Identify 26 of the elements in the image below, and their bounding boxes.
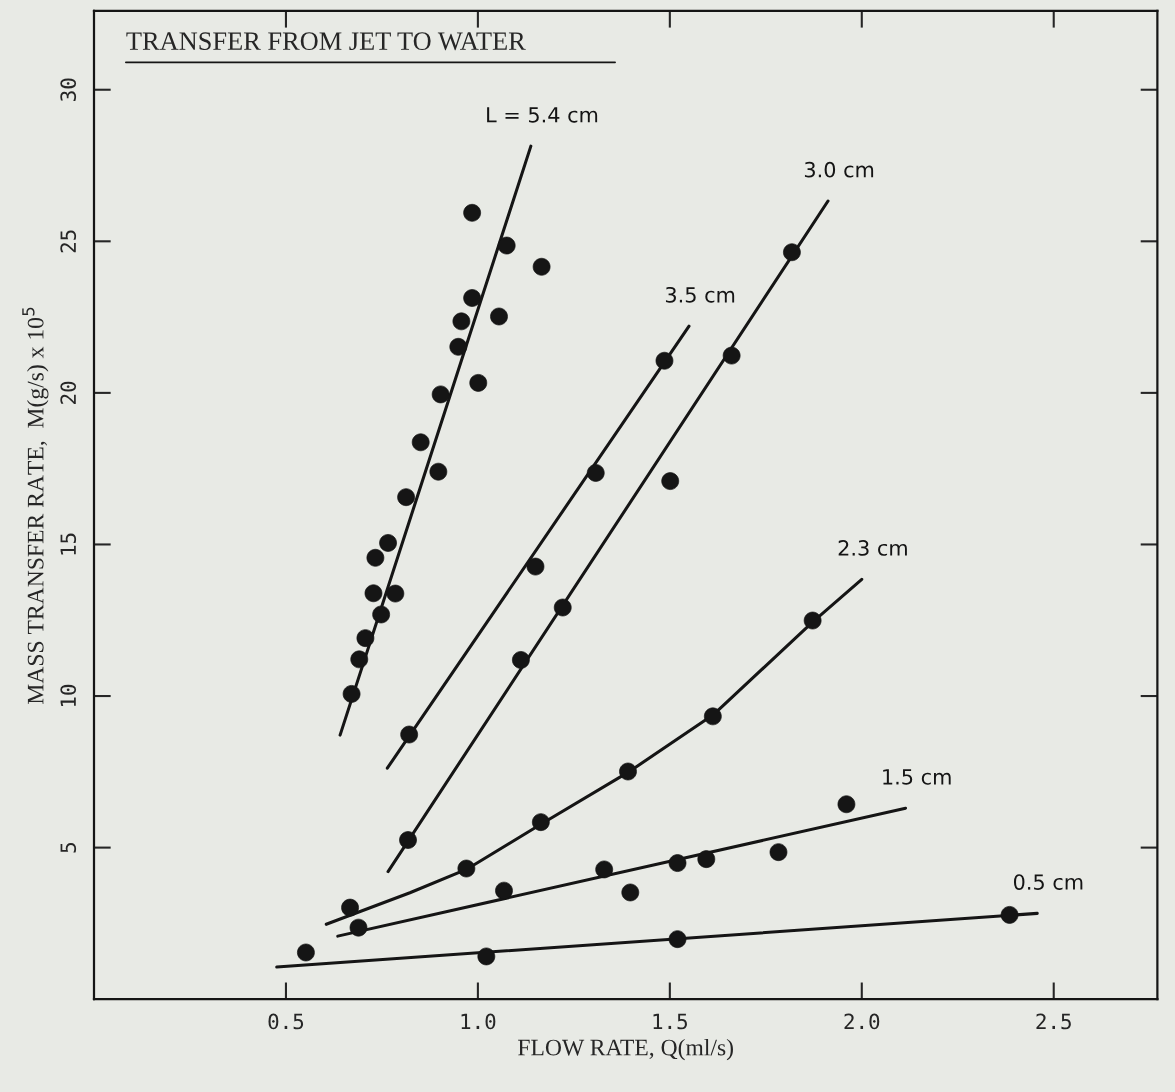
x-tick-label: 2.5	[1036, 1013, 1071, 1030]
series-label: 0.5 cm	[1013, 874, 1083, 890]
x-tick-label: 0.5	[268, 1013, 304, 1030]
series-label: 3.5 cm	[665, 286, 735, 303]
point	[364, 584, 383, 603]
y-tick-label: 25	[60, 230, 77, 253]
series-label: L = 5.4 cm	[487, 107, 598, 123]
y-axis-title: MASS TRANSFER RATE, M(g/s) x 10$^{5}$	[22, 307, 49, 704]
series-label: 2.3 cm	[838, 540, 907, 556]
x-tick-label: 1.5	[653, 1013, 687, 1030]
text: TRANSFER FROM JET TO WATER	[126, 32, 526, 51]
point	[411, 433, 430, 452]
point	[553, 598, 572, 617]
y-tick-label: 5	[60, 843, 77, 853]
point	[386, 584, 405, 603]
x-tick-label: 2.0	[844, 1013, 880, 1030]
x-axis-title: FLOW RATE, Q(ml/s)	[518, 1038, 733, 1061]
y-tick-label: 20	[60, 381, 77, 404]
series-label: 1.5 cm	[883, 769, 951, 785]
x-tick-label: 1.0	[461, 1013, 496, 1030]
series-label: 3.0 cm	[804, 161, 874, 178]
y-tick-label: 10	[60, 684, 77, 707]
y-tick-label: 15	[60, 533, 77, 555]
point	[431, 385, 450, 404]
y-tick-label: 30	[60, 78, 77, 101]
line-series	[324, 577, 864, 926]
